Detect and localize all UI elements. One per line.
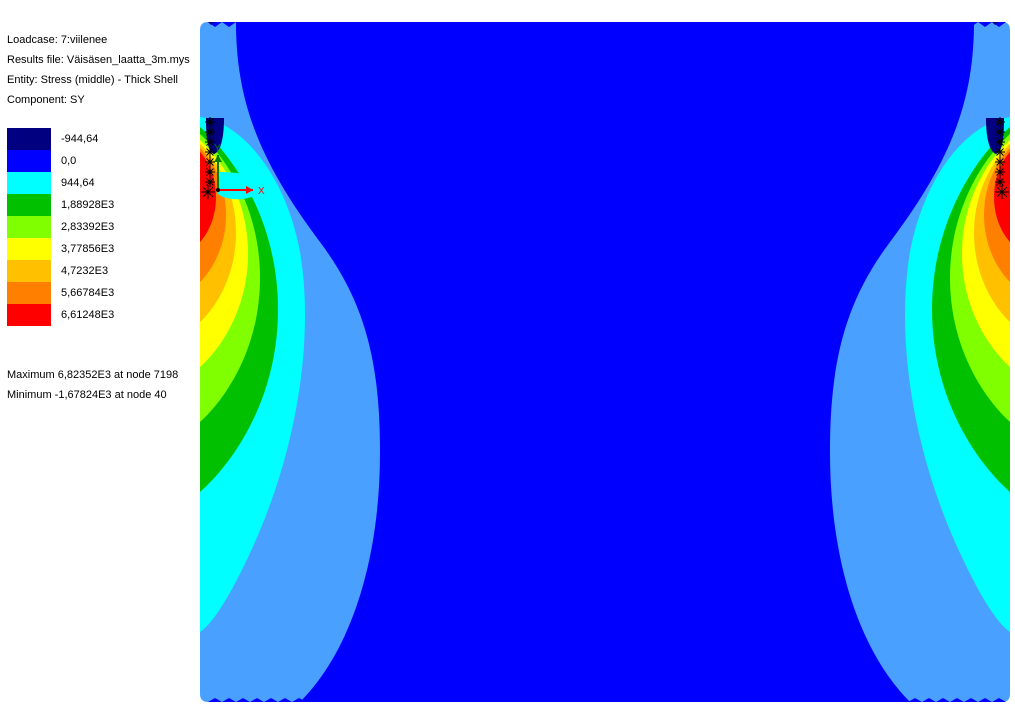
svg-text:X: X bbox=[258, 186, 265, 197]
legend-row: 2,83392E3 bbox=[7, 216, 114, 238]
legend-row: 5,66784E3 bbox=[7, 282, 114, 304]
legend-value-label: 944,64 bbox=[51, 177, 95, 189]
legend-swatch bbox=[7, 216, 51, 238]
page-root: Loadcase: 7:viilenee Results file: Väisä… bbox=[0, 0, 1015, 715]
legend-row: 0,0 bbox=[7, 150, 114, 172]
legend-row: 944,64 bbox=[7, 172, 114, 194]
legend-swatch bbox=[7, 304, 51, 326]
loadcase-label: Loadcase: 7:viilenee bbox=[7, 30, 190, 50]
legend-value-label: 4,7232E3 bbox=[51, 265, 108, 277]
legend-swatch bbox=[7, 238, 51, 260]
minimum-label: Minimum -1,67824E3 at node 40 bbox=[7, 385, 167, 405]
legend-row: 4,7232E3 bbox=[7, 260, 114, 282]
legend-swatch bbox=[7, 128, 51, 150]
legend-row: -944,64 bbox=[7, 128, 114, 150]
legend-value-label: 0,0 bbox=[51, 155, 76, 167]
legend-value-label: -944,64 bbox=[51, 133, 98, 145]
results-file-label: Results file: Väisäsen_laatta_3m.mys bbox=[7, 50, 190, 70]
legend-swatch bbox=[7, 282, 51, 304]
entity-label: Entity: Stress (middle) - Thick Shell bbox=[7, 70, 190, 90]
legend-swatch bbox=[7, 194, 51, 216]
maximum-label: Maximum 6,82352E3 at node 7198 bbox=[7, 365, 178, 385]
legend-row: 6,61248E3 bbox=[7, 304, 114, 326]
legend-swatch bbox=[7, 150, 51, 172]
legend-value-label: 3,77856E3 bbox=[51, 243, 114, 255]
legend-value-label: 6,61248E3 bbox=[51, 309, 114, 321]
legend-value-label: 2,83392E3 bbox=[51, 221, 114, 233]
legend-value-label: 5,66784E3 bbox=[51, 287, 114, 299]
legend-swatch bbox=[7, 260, 51, 282]
color-legend: -944,64 0,0 944,64 1,88928E3 2,83392E3 3,7785… bbox=[7, 128, 114, 326]
contour-svg: XY bbox=[200, 22, 1010, 702]
legend-value-label: 1,88928E3 bbox=[51, 199, 114, 211]
contour-plot: XY bbox=[200, 22, 1010, 702]
info-block: Loadcase: 7:viilenee Results file: Väisä… bbox=[7, 30, 190, 110]
legend-swatch bbox=[7, 172, 51, 194]
svg-text:Y: Y bbox=[214, 143, 221, 154]
legend-row: 3,77856E3 bbox=[7, 238, 114, 260]
legend-row: 1,88928E3 bbox=[7, 194, 114, 216]
component-label: Component: SY bbox=[7, 90, 190, 110]
